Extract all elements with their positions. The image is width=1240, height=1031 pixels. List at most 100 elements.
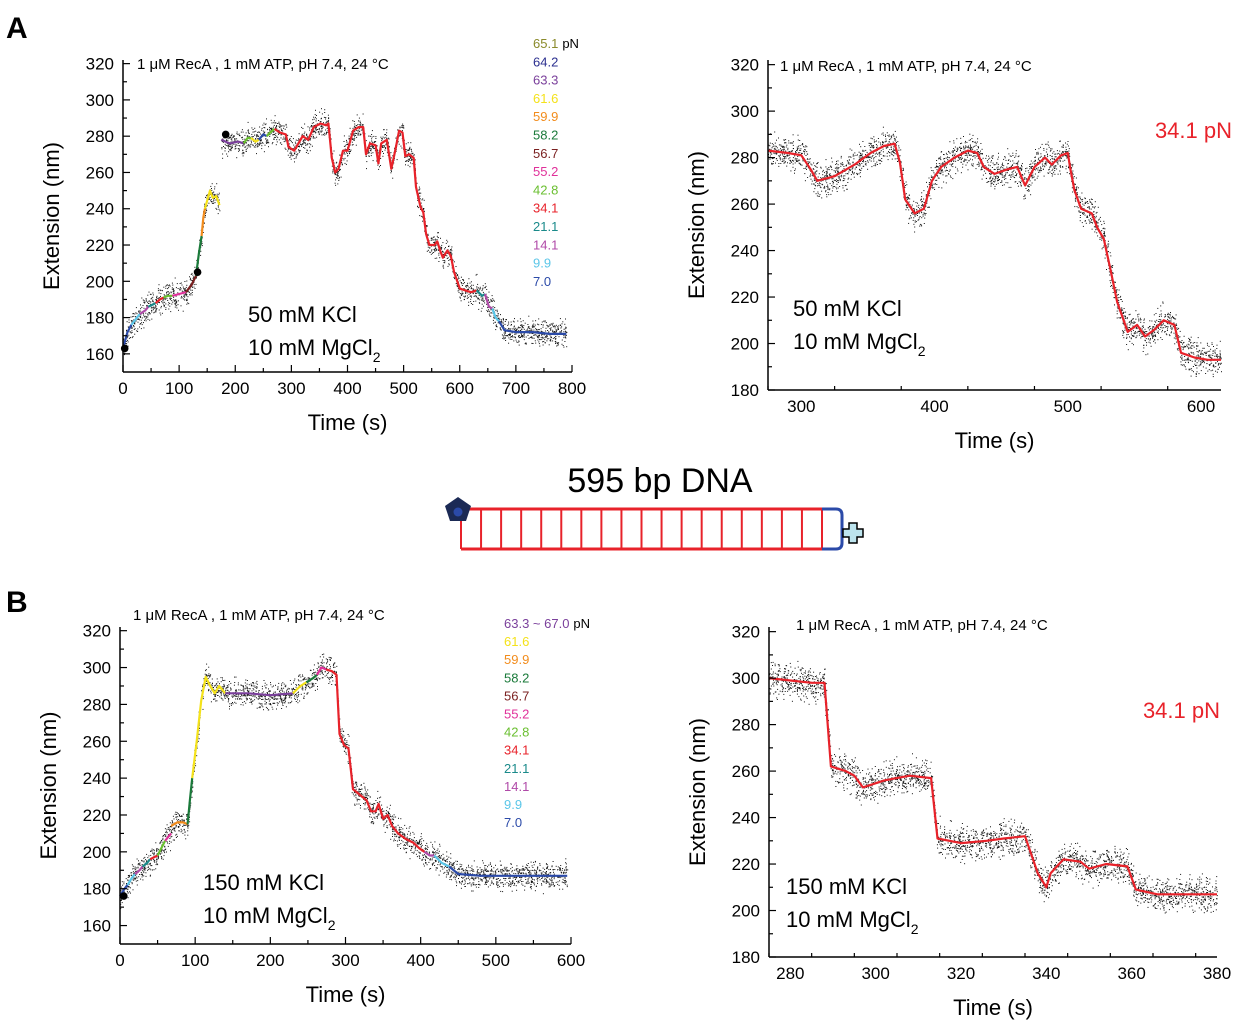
raw-point [256,134,258,136]
raw-point [1036,168,1038,170]
raw-point [1064,155,1066,156]
raw-point [1056,150,1058,152]
raw-point [1084,214,1086,216]
raw-point [1071,164,1073,166]
raw-point [436,248,438,250]
raw-point [817,176,819,178]
raw-point [870,137,872,139]
raw-point [833,174,835,176]
raw-point [819,186,821,188]
raw-point [1135,310,1137,312]
raw-point [556,329,557,331]
raw-point [782,149,784,150]
raw-point [1059,140,1061,142]
raw-point [1009,160,1011,162]
raw-point [871,145,873,147]
raw-point [1103,231,1105,233]
raw-point [422,220,424,222]
raw-point [426,242,428,244]
raw-point [798,149,800,151]
raw-point [946,175,948,177]
raw-point [1054,156,1056,158]
raw-point [540,328,542,330]
raw-point [1099,237,1101,239]
raw-point [269,130,271,132]
raw-point [430,237,432,239]
raw-point [461,291,463,293]
raw-point [1021,166,1023,168]
raw-point [561,339,563,341]
raw-point [414,159,416,161]
raw-point [301,143,303,145]
raw-point [825,174,827,176]
raw-point [968,139,970,141]
raw-point [907,207,908,209]
raw-point [405,160,407,162]
raw-point [547,326,549,328]
raw-point [920,207,922,209]
raw-point [1054,153,1056,155]
raw-point [481,307,483,309]
raw-point [242,145,244,147]
raw-point [827,186,829,188]
raw-point [377,164,379,166]
raw-point [534,324,536,326]
raw-point [416,182,418,184]
raw-point [303,133,305,135]
raw-point [341,162,343,164]
raw-point [390,170,392,171]
raw-point [837,171,839,173]
raw-point [266,142,268,144]
raw-point [1083,208,1085,210]
raw-point [275,122,277,124]
raw-point [487,311,488,313]
raw-point [359,120,361,122]
raw-point [848,156,850,158]
raw-point [858,164,860,166]
raw-point [550,339,552,340]
raw-point [812,168,814,170]
raw-point [465,286,467,288]
raw-point [304,142,306,144]
raw-point [465,295,466,297]
raw-point [472,293,474,295]
raw-point [477,289,479,291]
raw-point [558,336,560,338]
raw-point [304,147,306,149]
raw-point [420,208,421,210]
raw-point [865,161,867,162]
raw-point [372,146,374,147]
raw-point [279,124,281,126]
raw-point [1049,166,1051,168]
raw-point [434,248,436,250]
legend-entry: 34.1 [533,201,558,216]
raw-point [916,205,918,207]
raw-point [1065,165,1067,167]
raw-point [165,287,167,289]
raw-point [912,211,913,213]
raw-point [1118,301,1120,303]
raw-point [193,277,195,279]
raw-point [1029,164,1031,165]
raw-point [830,193,832,195]
raw-point [1090,208,1092,210]
raw-point [217,197,219,199]
raw-point [318,120,320,121]
raw-point [1021,169,1023,170]
raw-point [928,177,930,179]
raw-point [932,183,934,185]
raw-point [769,155,771,157]
raw-point [924,217,926,219]
raw-point [837,170,839,172]
raw-point [1116,313,1118,315]
raw-point [400,134,402,136]
raw-point [505,319,507,321]
raw-point [242,138,244,140]
raw-point [1034,156,1036,158]
raw-point [440,247,442,249]
raw-point [1057,173,1059,175]
raw-point [455,266,457,267]
raw-point [903,183,905,185]
raw-point [869,142,871,144]
raw-point [922,205,924,207]
